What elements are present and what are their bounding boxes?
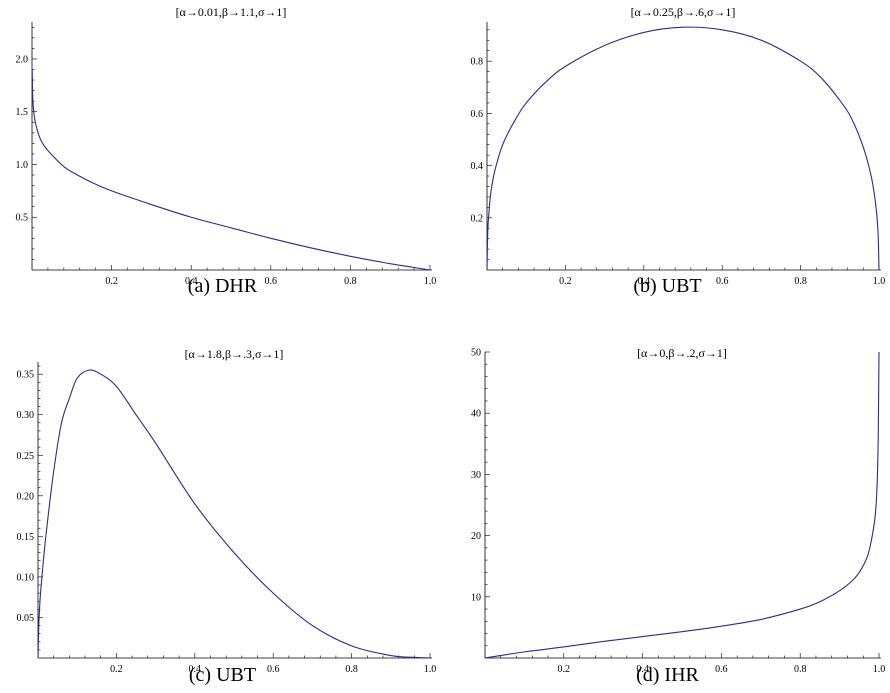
- x-tick-label: 0.6: [267, 664, 280, 675]
- y-tick-label: 30: [471, 470, 481, 481]
- y-tick-label: 1.0: [16, 160, 29, 171]
- x-tick-label: 0.4: [185, 276, 198, 287]
- y-tick-label: 0.10: [17, 572, 35, 583]
- plot-d: [α→0,β→.2,σ→1] 0.2 0.4 0.6 0.8 1.0 10 20 30 40 50: [471, 347, 886, 675]
- x-tick-label: 0.8: [344, 276, 357, 287]
- y-tick-label: 40: [471, 409, 481, 420]
- x-tick-label: 1.0: [424, 664, 437, 675]
- x-tick-label: 0.6: [716, 276, 729, 287]
- x-tick-label: 1.0: [873, 664, 886, 675]
- x-tick-label: 0.6: [265, 276, 278, 287]
- y-tick-label: 0.5: [16, 213, 29, 224]
- y-tick-label: 2.0: [16, 54, 29, 65]
- x-tick-label: 0.4: [636, 664, 649, 675]
- y-tick-label: 50: [471, 348, 481, 359]
- curve-c: [37, 369, 431, 659]
- subtitle-d: [α→0,β→.2,σ→1]: [637, 347, 727, 360]
- y-tick-label: 20: [471, 531, 481, 542]
- x-tick-label: 0.8: [345, 664, 358, 675]
- x-tick-label: 0.8: [794, 276, 807, 287]
- caption-b: (b) UBT: [633, 275, 702, 297]
- y-tick-label: 0.15: [17, 532, 35, 543]
- caption-c: (c) UBT: [188, 664, 257, 686]
- x-tick-label: 1.0: [873, 276, 886, 287]
- plot-c: [α→1.8,β→.3,σ→1] 0.2 0.4 0.6 0.8 1.0 0.05 0.10 0…: [17, 347, 437, 675]
- y-tick-label: 0.6: [471, 109, 484, 120]
- x-tick-label: 0.4: [189, 664, 202, 675]
- y-tick-label: 0.30: [17, 410, 35, 421]
- subtitle-b: [α→0.25,β→.6,σ→1]: [631, 5, 736, 19]
- plot-b: [α→0.25,β→.6,σ→1] 0.2 0.4 0.6 0.8 1.0 0.2 0.4 0.…: [471, 5, 886, 287]
- y-tick-label: 0.20: [17, 491, 35, 502]
- y-tick-label: 0.35: [17, 370, 35, 381]
- curve-a: [31, 69, 431, 271]
- y-tick-label: 0.2: [471, 213, 484, 224]
- y-tick-label: 0.4: [471, 161, 484, 172]
- y-tick-label: 0.8: [471, 57, 484, 68]
- x-tick-label: 0.2: [110, 664, 123, 675]
- panel-a: [α→0.01,β→1.1,σ→1] 0.2 0.4 0.6 0.8 1.0 0.5 1.0 1…: [0, 0, 445, 346]
- x-tick-label: 0.6: [715, 664, 728, 675]
- y-tick-label: 10: [471, 592, 481, 603]
- curve-b: [486, 26, 880, 271]
- x-tick-label: 0.2: [558, 664, 571, 675]
- x-tick-label: 0.2: [559, 276, 572, 287]
- x-tick-label: 0.2: [105, 276, 118, 287]
- plot-a: [α→0.01,β→1.1,σ→1] 0.2 0.4 0.6 0.8 1.0 0.5 1.0 1…: [16, 5, 437, 287]
- caption-d: (d) IHR: [636, 664, 699, 686]
- y-tick-label: 0.25: [17, 451, 35, 462]
- panel-d: [α→0,β→.2,σ→1] 0.2 0.4 0.6 0.8 1.0 10 20 30 40 50 …: [445, 347, 890, 693]
- panel-c: [α→1.8,β→.3,σ→1] 0.2 0.4 0.6 0.8 1.0 0.05 0.10 0…: [0, 347, 445, 693]
- subtitle-a: [α→0.01,β→1.1,σ→1]: [176, 5, 287, 19]
- subtitle-c: [α→1.8,β→.3,σ→1]: [185, 347, 284, 361]
- caption-a: (a) DHR: [187, 275, 258, 297]
- panel-b: [α→0.25,β→.6,σ→1] 0.2 0.4 0.6 0.8 1.0 0.2 0.4 0.…: [445, 0, 890, 346]
- x-tick-label: 0.8: [794, 664, 807, 675]
- x-tick-label: 0.4: [638, 276, 651, 287]
- y-tick-label: 1.5: [16, 107, 29, 118]
- curve-d: [484, 351, 880, 659]
- x-tick-label: 1.0: [424, 276, 437, 287]
- y-tick-label: 0.05: [17, 613, 35, 624]
